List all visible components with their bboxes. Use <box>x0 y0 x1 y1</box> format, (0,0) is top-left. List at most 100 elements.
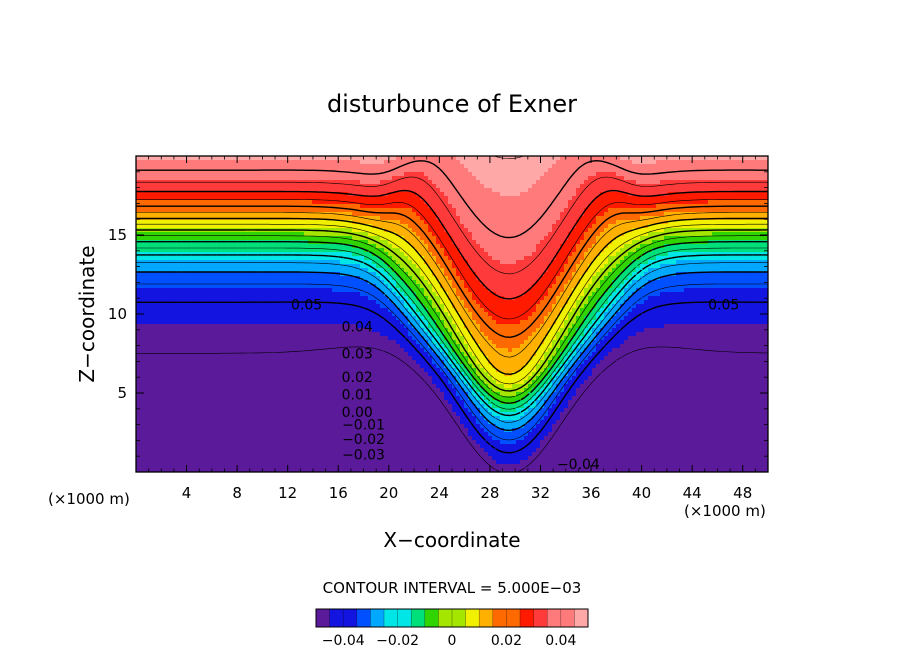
contour-band <box>596 216 641 221</box>
contour-band <box>584 348 597 353</box>
contour-band <box>580 384 768 389</box>
contour-band <box>568 236 585 241</box>
contour-band <box>476 420 489 425</box>
contour-fill <box>136 156 768 472</box>
contour-band <box>380 180 433 185</box>
contour-band <box>584 212 605 217</box>
contour-band <box>444 272 457 277</box>
contour-band <box>476 272 545 277</box>
contour-band <box>552 304 565 309</box>
contour-band <box>444 228 469 233</box>
contour-band <box>136 288 333 293</box>
contour-band <box>664 236 768 241</box>
contour-band <box>424 304 433 309</box>
contour-band <box>388 272 397 277</box>
contour-band <box>480 364 493 369</box>
contour-band <box>428 224 445 229</box>
contour-band <box>584 360 601 365</box>
contour-band <box>632 228 665 233</box>
contour-band <box>540 344 553 349</box>
contour-band <box>440 328 449 333</box>
contour-band <box>432 288 445 293</box>
contour-band <box>488 312 533 317</box>
contour-band <box>396 232 417 237</box>
colorbar-swatch <box>479 609 494 627</box>
contour-band <box>588 300 597 305</box>
contour-band <box>528 384 537 389</box>
contour-band <box>536 248 561 253</box>
contour-band <box>436 216 461 221</box>
contour-band <box>440 300 453 305</box>
contour-band <box>452 332 461 337</box>
contour-band <box>424 260 437 265</box>
contour-band <box>392 244 413 249</box>
contour-band <box>136 456 493 461</box>
contour-band <box>136 328 373 333</box>
contour-band <box>136 372 429 377</box>
contour-line <box>136 254 768 417</box>
contour-band <box>592 260 609 265</box>
contour-band <box>620 296 629 301</box>
contour-band <box>536 308 553 313</box>
contour-band <box>648 260 677 265</box>
contour-band <box>464 364 473 369</box>
contour-band <box>440 336 445 341</box>
x-tick-label: 4 <box>182 484 192 502</box>
contour-band <box>448 296 461 301</box>
contour-band <box>520 416 533 421</box>
contour-band <box>548 388 557 393</box>
contour-band <box>372 224 409 229</box>
contour-band <box>496 368 521 373</box>
contour-band <box>636 304 768 309</box>
contour-band <box>536 328 549 333</box>
contour-band <box>544 316 557 321</box>
colorbar-swatch <box>547 609 562 627</box>
contour-band <box>560 412 768 417</box>
contour-band <box>436 332 445 337</box>
contour-band <box>532 388 541 393</box>
contour-band <box>480 328 537 333</box>
contour-band <box>564 288 573 293</box>
contour-band <box>536 400 545 405</box>
contour-band <box>620 308 633 313</box>
contour-label: 0.04 <box>342 320 373 336</box>
contour-band <box>452 348 461 353</box>
contour-band <box>624 288 637 293</box>
contour-band <box>136 416 461 421</box>
contour-band <box>468 288 489 293</box>
contour-band <box>444 336 453 341</box>
contour-band <box>548 408 565 413</box>
contour-band <box>400 308 409 313</box>
contour-band <box>552 376 557 381</box>
y-axis-ticks: 5 10 15 <box>108 171 768 457</box>
contour-band <box>464 324 481 329</box>
contour-band <box>576 268 589 273</box>
contour-band <box>448 196 573 201</box>
contour-band <box>636 332 768 337</box>
contour-band <box>476 240 541 245</box>
contour-band <box>456 308 469 313</box>
contour-band <box>460 252 489 257</box>
contour-band <box>480 384 489 389</box>
contour-band <box>136 164 465 169</box>
x-tick-label: 20 <box>379 484 398 502</box>
contour-band <box>448 352 457 357</box>
contour-band <box>432 272 445 277</box>
contour-band <box>468 168 549 173</box>
contour-band <box>612 316 625 321</box>
contour-band <box>520 344 541 349</box>
contour-band <box>608 300 617 305</box>
contour-band <box>464 224 553 229</box>
contour-band <box>604 248 621 253</box>
contour-band <box>476 360 489 365</box>
contour-band <box>528 336 545 341</box>
contour-band <box>544 400 557 405</box>
contour-band <box>372 252 389 257</box>
contour-band <box>556 384 565 389</box>
colorbar-swatch <box>520 609 534 627</box>
contour-band <box>456 324 465 329</box>
contour-band <box>472 292 497 297</box>
contour-band <box>584 332 593 337</box>
contour-band <box>420 252 433 257</box>
contour-band <box>596 332 609 337</box>
